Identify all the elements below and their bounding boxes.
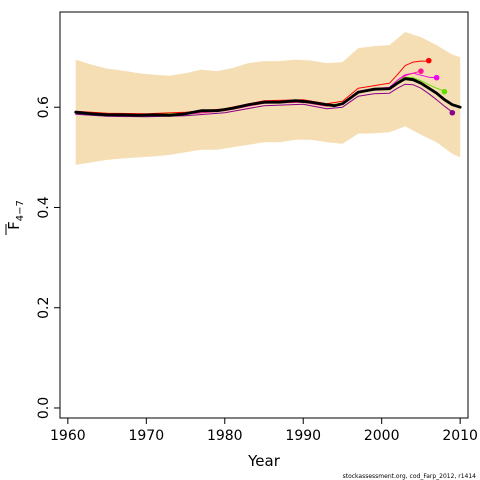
series-end-point-3: [418, 68, 424, 74]
end-points-layer: [418, 57, 456, 116]
series-end-point-4: [441, 88, 448, 95]
confidence-band-layer: [75, 32, 461, 165]
series-layer: [74, 60, 462, 118]
series-end-point-1: [425, 57, 432, 64]
y-axis: 0.0 0.2 0.4 0.6: [36, 96, 60, 419]
y-axis-title-main: F: [5, 221, 23, 230]
x-axis-title: Year: [247, 452, 281, 470]
y-tick-label: 0.0: [36, 397, 52, 419]
series-end-point-2: [433, 74, 440, 81]
y-axis-title: F4−7: [5, 200, 26, 230]
x-axis: 1960 1970 1980 1990 2000 2010: [50, 418, 478, 444]
y-tick-label: 0.2: [36, 297, 52, 319]
y-tick-label: 0.4: [36, 196, 52, 218]
series-line-peel-1: [75, 60, 430, 115]
x-tick-label: 1980: [207, 428, 243, 444]
svg-text:F4−7: F4−7: [5, 200, 26, 230]
series-line-peel-5: [75, 83, 453, 118]
y-tick-label: 0.6: [36, 96, 52, 118]
x-tick-label: 1990: [285, 428, 321, 444]
x-tick-label: 2010: [442, 428, 478, 444]
x-tick-label: 1960: [50, 428, 86, 444]
x-tick-label: 2000: [364, 428, 400, 444]
plot-frame: [59, 11, 469, 419]
y-axis-title-subscript: 4−7: [15, 200, 26, 221]
series-end-point-5: [449, 109, 456, 116]
footnote: stockassessment.org, cod_Farp_2012, r141…: [343, 473, 477, 480]
x-tick-label: 1970: [128, 428, 164, 444]
series-line-main: [74, 77, 462, 117]
confidence-band: [75, 32, 461, 165]
